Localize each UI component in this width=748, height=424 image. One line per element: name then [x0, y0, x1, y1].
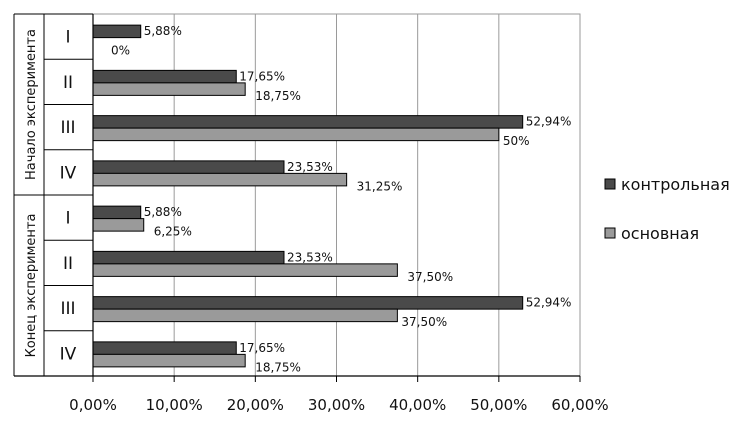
group-label: Начало эксперимента [24, 29, 39, 180]
data-label-osnovnaya: 0% [111, 44, 130, 58]
category-label: II [63, 254, 73, 274]
axes: 0,00% 10,00% 20,00% 30,00% 40,00% 50,00% 60,00… [13, 13, 609, 414]
data-label-osnovnaya: 18,75% [255, 89, 301, 103]
legend-swatch [604, 178, 616, 190]
category-label: IV [60, 344, 77, 364]
legend-label: контрольная [621, 175, 730, 194]
bar-kontrolnaya [92, 205, 142, 220]
bar-osnovnaya [92, 308, 398, 323]
bar-kontrolnaya [92, 341, 237, 355]
x-tick-label: 10,00% [146, 396, 203, 414]
data-label-kontrolnaya: 23,53% [287, 160, 333, 174]
x-tick-label: 50,00% [470, 396, 527, 414]
bar-osnovnaya [92, 172, 348, 187]
data-label-kontrolnaya: 17,65% [239, 341, 285, 355]
category-label: II [63, 73, 73, 93]
legend: контрольная основная [604, 175, 730, 243]
legend-label: основная [621, 224, 699, 243]
data-label-kontrolnaya: 17,65% [239, 69, 285, 83]
x-tick-label: 40,00% [389, 396, 446, 414]
data-label-kontrolnaya: 52,94% [526, 296, 572, 310]
bar-kontrolnaya [92, 250, 285, 265]
category-label: I [65, 28, 70, 48]
bar-kontrolnaya [92, 296, 524, 310]
data-labels: 5,88% 0% 17,65% 18,75% 52,94% 50% 23,53% 31,25%… [111, 24, 571, 374]
data-label-osnovnaya: 31,25% [357, 179, 403, 193]
data-label-kontrolnaya: 52,94% [526, 115, 572, 129]
bar-kontrolnaya [92, 24, 142, 39]
bar-osnovnaya [92, 263, 398, 277]
bars [92, 24, 524, 368]
data-label-osnovnaya: 18,75% [255, 360, 301, 374]
data-label-osnovnaya: 6,25% [154, 225, 192, 239]
bar-osnovnaya [92, 127, 500, 142]
category-label: I [65, 209, 70, 229]
x-tick-label: 60,00% [551, 396, 608, 414]
data-label-osnovnaya: 37,50% [407, 270, 453, 284]
x-tick-label: 30,00% [308, 396, 365, 414]
category-label: IV [60, 163, 77, 183]
category-label: III [60, 299, 75, 319]
legend-swatch [604, 227, 616, 239]
category-label: III [60, 118, 75, 138]
group-label: Конец эксперимента [24, 214, 39, 358]
bar-kontrolnaya [92, 115, 524, 129]
x-tick-label: 20,00% [227, 396, 284, 414]
bar-osnovnaya [92, 218, 145, 232]
bar-osnovnaya [92, 353, 246, 368]
data-label-kontrolnaya: 23,53% [287, 250, 333, 264]
x-tick-label: 0,00% [69, 396, 117, 414]
data-label-kontrolnaya: 5,88% [144, 24, 182, 38]
data-label-kontrolnaya: 5,88% [144, 205, 182, 219]
data-label-osnovnaya: 50% [503, 134, 530, 148]
data-label-osnovnaya: 37,50% [401, 315, 447, 329]
bar-osnovnaya [92, 82, 246, 96]
bar-kontrolnaya [92, 160, 285, 174]
bar-kontrolnaya [92, 69, 237, 84]
